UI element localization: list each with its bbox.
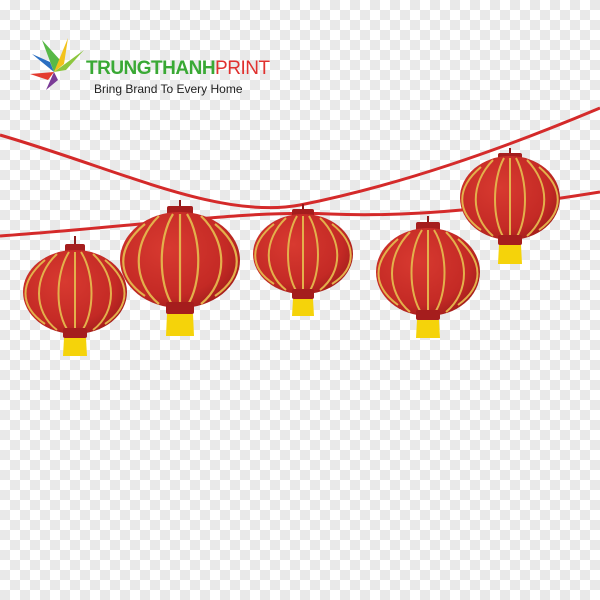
lantern-5 (460, 148, 560, 264)
brand-name: TRUNGTHANHPRINT (86, 58, 270, 80)
lantern-3 (253, 204, 353, 316)
tassel-icon (63, 338, 87, 356)
brand-tagline: Bring Brand To Every Home (94, 82, 243, 96)
lantern-4 (376, 216, 480, 338)
lantern-1 (23, 236, 127, 356)
brand-name-part1: TRUNGTHANH (86, 58, 216, 79)
brand-name-part2: PRINT (215, 58, 270, 79)
hanging-string-upper (0, 106, 600, 210)
logo-leaf-icon (30, 38, 84, 90)
lantern-2 (120, 200, 240, 336)
brand-logo: TRUNGTHANHPRINT Bring Brand To Every Hom… (24, 32, 270, 102)
